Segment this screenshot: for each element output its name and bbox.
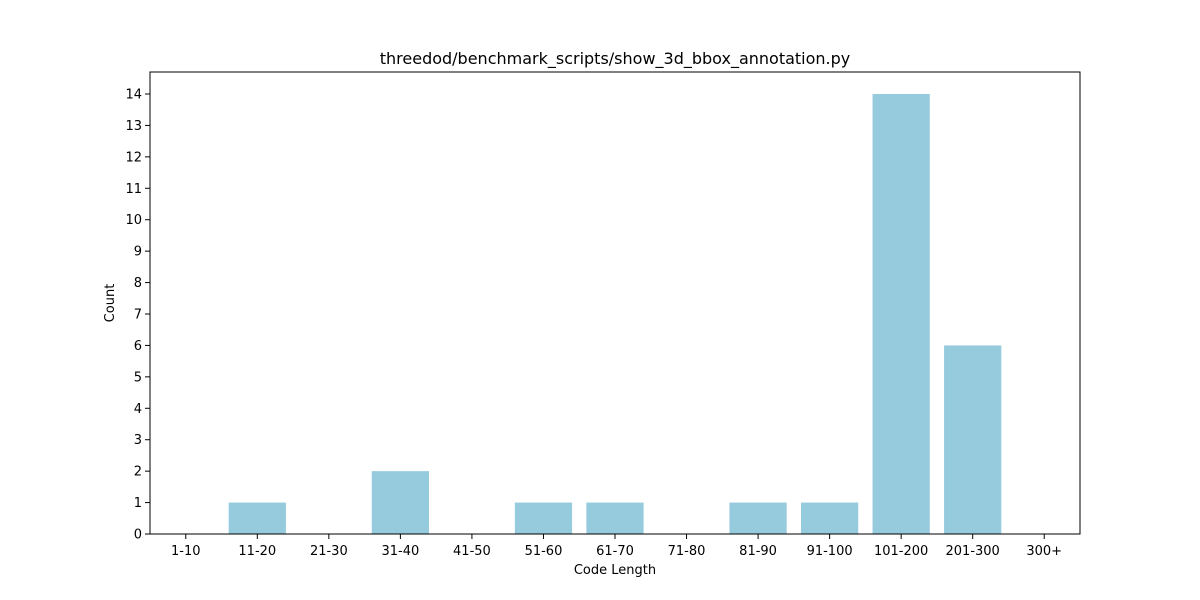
y-tick-label: 7: [134, 308, 142, 323]
y-tick-label: 9: [134, 245, 142, 260]
x-axis-ticks: 1-10 11-20 21-30 31-40 41-50 51-60 61-70 71-80 8…: [171, 534, 1062, 559]
x-axis-label: Code Length: [574, 563, 656, 578]
y-tick-label: 13: [125, 119, 142, 134]
x-tick-label: 201-300: [946, 544, 1000, 559]
bar-31-40: [371, 471, 429, 534]
y-tick-label: 11: [125, 182, 142, 197]
x-tick-label: 1-10: [171, 544, 201, 559]
plot-frame: [149, 71, 1081, 535]
x-tick-label: 11-20: [238, 544, 276, 559]
bar-81-90: [729, 502, 787, 534]
y-tick-label: 4: [134, 402, 142, 417]
bar-11-20: [228, 502, 286, 534]
y-axis-label: Count: [103, 284, 118, 323]
x-tick-label: 61-70: [596, 544, 634, 559]
bar-201-300: [944, 345, 1002, 534]
x-tick-label: 21-30: [310, 544, 348, 559]
y-tick-label: 3: [134, 433, 142, 448]
y-tick-label: 12: [125, 150, 142, 165]
bar-91-100: [801, 502, 859, 534]
y-tick-label: 1: [134, 496, 142, 511]
y-tick-label: 8: [134, 276, 142, 291]
bar-61-70: [586, 502, 644, 534]
y-tick-label: 6: [134, 339, 142, 354]
bars-group: [228, 94, 1002, 534]
y-tick-label: 2: [134, 465, 142, 480]
x-tick-label: 300+: [1026, 544, 1062, 559]
x-tick-label: 71-80: [668, 544, 706, 559]
y-tick-label: 0: [134, 528, 142, 543]
x-tick-label: 41-50: [453, 544, 491, 559]
y-tick-label: 14: [125, 88, 142, 103]
x-tick-label: 51-60: [525, 544, 563, 559]
y-tick-label: 5: [134, 370, 142, 385]
x-tick-label: 81-90: [739, 544, 777, 559]
x-tick-label: 91-100: [807, 544, 853, 559]
y-tick-label: 10: [125, 213, 142, 228]
bar-51-60: [514, 502, 573, 534]
x-tick-label: 101-200: [874, 544, 928, 559]
bar-101-200: [872, 94, 930, 534]
x-tick-label: 31-40: [381, 544, 419, 559]
chart-title: threedod/benchmark_scripts/show_3d_bbox_…: [380, 49, 851, 69]
